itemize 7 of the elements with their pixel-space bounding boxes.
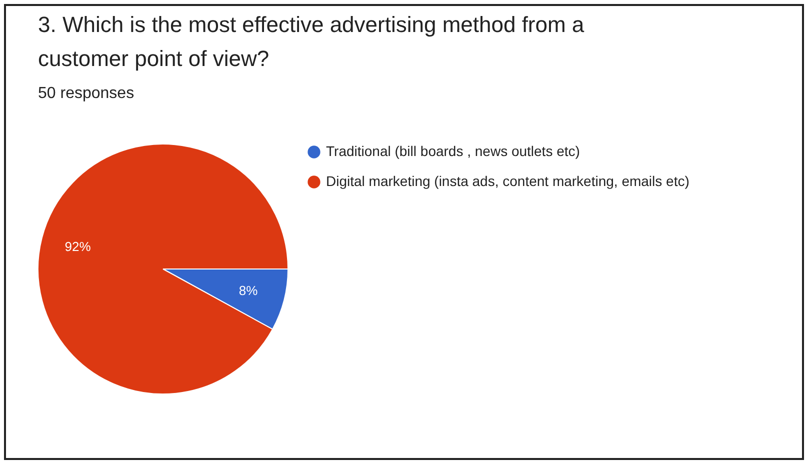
chart-title: 3. Which is the most effective advertising method from a customer point of view?	[38, 12, 585, 71]
pie-slice	[38, 144, 288, 394]
legend-label: Traditional (bill boards , news outlets etc)	[326, 143, 580, 159]
data-label: 8%	[238, 282, 258, 298]
data-label: 92%	[64, 239, 92, 254]
chart-subtitle: 50 responses	[38, 85, 134, 102]
legend-label: Digital marketing (insta ads, content marketing, emails etc)	[326, 173, 690, 189]
